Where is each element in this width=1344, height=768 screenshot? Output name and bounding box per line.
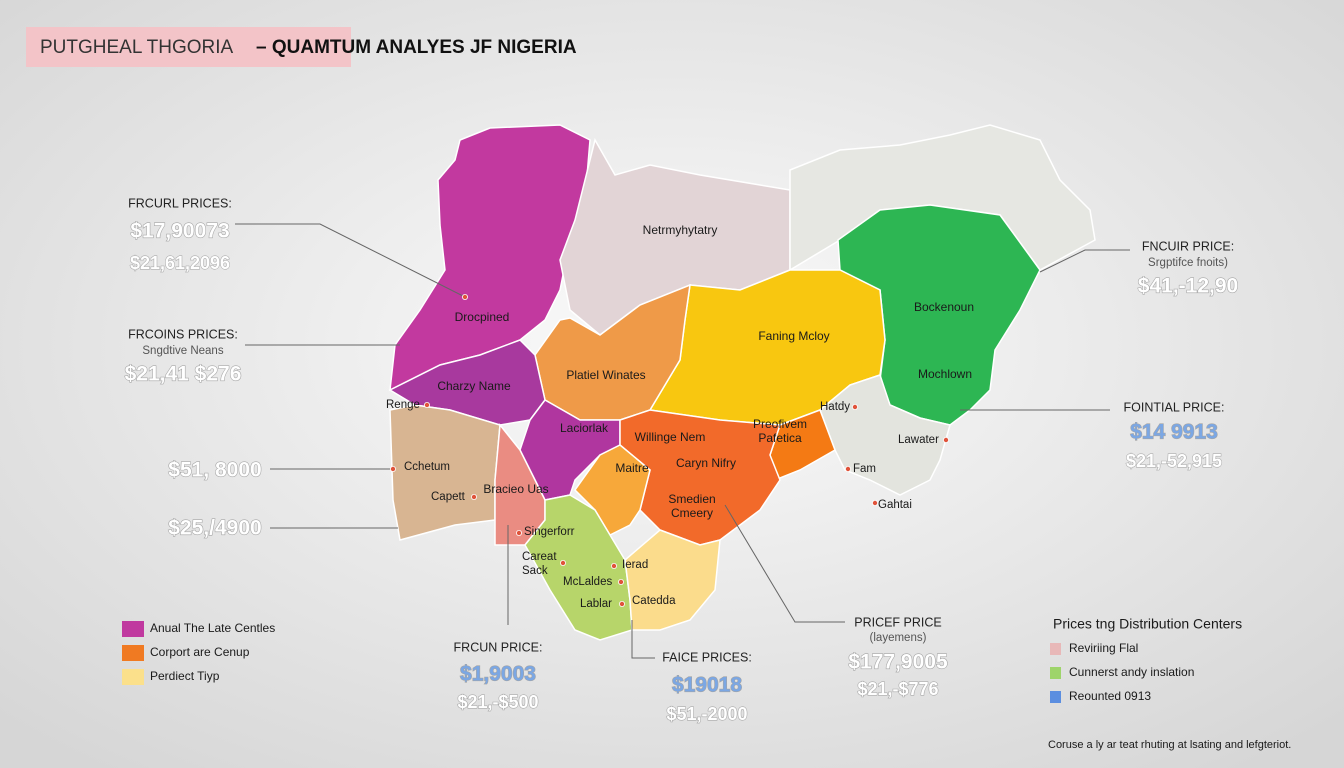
place-label: McLaldes	[563, 576, 612, 588]
callout-range: $21,-$500	[457, 692, 538, 712]
legend-label: Corport are Cenup	[150, 645, 250, 659]
place-label: Catedda	[632, 595, 676, 607]
region-label: Caryn Nifry	[676, 456, 736, 470]
callout-heading: FOINTIAL PRICE:	[1124, 400, 1225, 414]
place-label: Hatdy	[820, 401, 850, 413]
region-label: Mochlown	[918, 367, 972, 381]
legend-label: Anual The Late Centles	[150, 621, 275, 635]
region-label: Netrmyhytatry	[643, 223, 718, 237]
callout-price: $14 9913	[1130, 421, 1218, 444]
legend-swatch	[1050, 667, 1061, 679]
callout-heading: FRCURL PRICES:	[128, 196, 232, 210]
callout-price: $177,9005	[848, 651, 948, 674]
location-dot	[619, 601, 626, 608]
region-shape	[819, 374, 951, 496]
legend-swatch	[122, 645, 144, 661]
callout-price: $19018	[672, 674, 742, 697]
region-label: Preofivem	[753, 417, 807, 431]
legend-swatch	[122, 621, 144, 637]
location-dot	[516, 530, 523, 537]
callout-range: $21,61,2096	[130, 253, 230, 273]
callout-price: $25,/4900	[168, 517, 261, 540]
region-label: Smedien	[668, 492, 715, 506]
callout-price: $17,90073	[130, 220, 229, 243]
callout-subtitle: (layemens)	[870, 632, 927, 644]
location-dot	[560, 560, 567, 567]
callout-range: $21,-52,915	[1126, 451, 1222, 471]
place-label: Cchetum	[404, 461, 450, 473]
location-dot	[872, 499, 879, 506]
location-dot	[389, 465, 396, 472]
title: – QUAMTUM ANALYES JF NIGERIA	[256, 37, 577, 58]
legend-title: Prices tng Distribution Centers	[1053, 616, 1242, 632]
callout-subtitle: Sngdtive Neans	[142, 345, 223, 357]
region-shape	[574, 444, 651, 536]
place-label: Lawater	[898, 434, 939, 446]
region-label: Charzy Name	[437, 379, 511, 393]
place-label: Sack	[522, 565, 548, 577]
legend-label: Reounted 0913	[1069, 689, 1151, 703]
leader-lines	[235, 223, 1130, 659]
place-label: Gahtai	[878, 499, 912, 511]
callout-price: $41,-12,90	[1138, 275, 1238, 298]
callout-price: $51, 8000	[168, 459, 261, 482]
callout-range: $51,-2000	[666, 704, 747, 724]
region-label: Platiel Winates	[566, 368, 645, 382]
location-dot	[470, 493, 477, 500]
place-label: Capett	[431, 491, 466, 503]
callout-range: $21,-$776	[857, 679, 938, 699]
region-label: Laciorlak	[560, 421, 609, 435]
region-label: Bracieo Uas	[483, 482, 548, 496]
leader-line	[724, 504, 845, 623]
place-label: Ierad	[622, 559, 648, 571]
region-label: Faning Mcloy	[758, 329, 829, 343]
title-highlight: PUTGHEAL THGORIA	[40, 37, 234, 58]
footnote: Coruse a ly ar teat rhuting at lsating a…	[1048, 739, 1291, 751]
callout-heading: FNCUIR PRICE:	[1142, 239, 1234, 253]
place-label: Lablar	[580, 598, 612, 610]
legend-label: Perdiect Tiyp	[150, 669, 220, 683]
leader-line	[631, 620, 655, 659]
callout-heading: FRCOINS PRICES:	[128, 327, 238, 341]
region-label: Pafetica	[758, 431, 802, 445]
location-dot	[845, 465, 852, 472]
region-shape	[624, 529, 721, 631]
location-dot	[943, 436, 950, 443]
title-highlight-box	[26, 27, 351, 67]
location-dot	[611, 563, 618, 570]
legend-swatch	[122, 669, 144, 685]
location-dot	[852, 403, 859, 410]
region-label: Maitre	[615, 461, 649, 475]
location-dot	[618, 579, 625, 586]
region-label: Cmeery	[671, 506, 713, 520]
region-label: Drocpined	[455, 310, 510, 324]
legend-swatch	[1050, 691, 1061, 703]
location-dot	[461, 293, 468, 300]
callout-heading: FAICE PRICES:	[662, 650, 752, 664]
callout-price: $21,41 $276	[125, 363, 242, 386]
callout-heading: PRICEF PRICE	[854, 615, 942, 629]
place-label: Renge	[386, 399, 420, 411]
legend-swatch	[1050, 643, 1061, 655]
place-label: Fam	[853, 463, 876, 475]
callout-price: $1,9003	[460, 663, 536, 686]
place-label: Careat	[522, 551, 557, 563]
leader-line	[235, 223, 466, 298]
callout-heading: FRCUN PRICE:	[454, 640, 543, 654]
map	[388, 124, 1096, 641]
legend-label: Cunnerst andy inslation	[1069, 665, 1194, 679]
place-label: Singerforr	[524, 526, 575, 538]
leader-line	[1039, 249, 1130, 273]
callout-subtitle: Srgptifce fnoits)	[1148, 257, 1228, 269]
legend-label: Reviriing Flal	[1069, 641, 1138, 655]
region-label: Willinge Nem	[635, 430, 706, 444]
location-dot	[423, 401, 430, 408]
region-label: Bockenoun	[914, 300, 974, 314]
